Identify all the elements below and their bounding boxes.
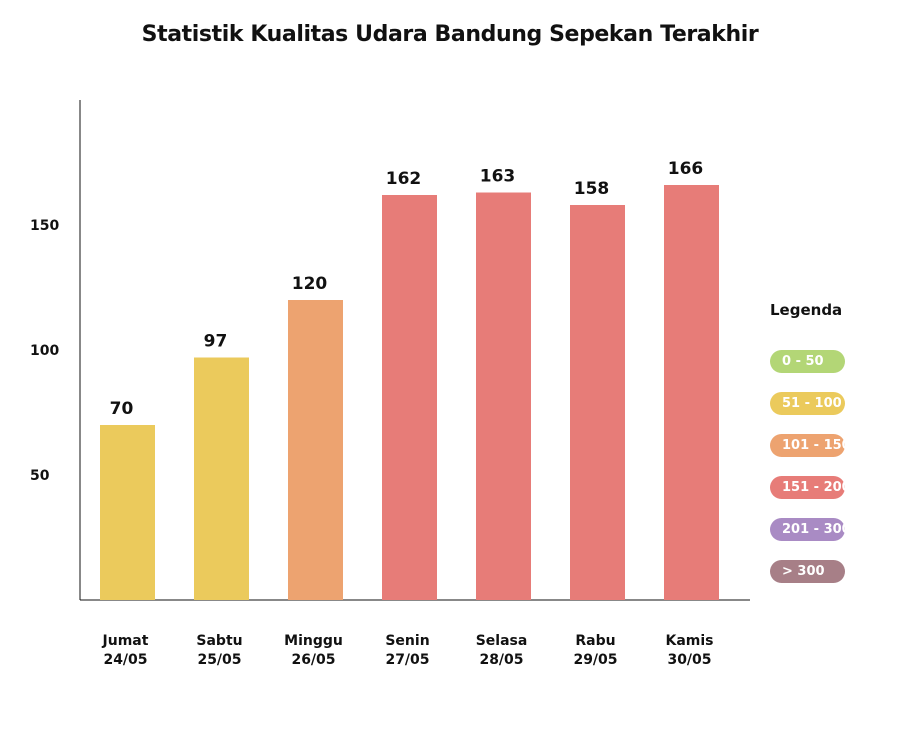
bar — [570, 205, 625, 600]
bar-value-label: 70 — [110, 399, 134, 419]
legend-item: > 300 — [770, 560, 845, 583]
bar — [382, 195, 437, 600]
x-tick-label: Senin 27/05 — [385, 633, 429, 668]
x-tick-label: Kamis 30/05 — [665, 633, 713, 668]
legend-item: 0 - 50 — [770, 350, 845, 373]
bar — [100, 425, 155, 600]
bar — [194, 357, 249, 600]
bar-value-label: 163 — [480, 167, 516, 187]
bar — [288, 300, 343, 600]
bar-value-label: 158 — [574, 179, 610, 199]
y-tick-label: 50 — [30, 468, 50, 484]
bar-value-label: 120 — [292, 274, 328, 294]
y-tick-label: 150 — [30, 218, 59, 234]
chart-title: Statistik Kualitas Udara Bandung Sepekan… — [141, 22, 759, 47]
x-tick-label: Selasa 28/05 — [476, 633, 528, 668]
bar-value-label: 97 — [204, 332, 228, 352]
bar — [664, 185, 719, 600]
bar — [476, 192, 531, 600]
x-tick-label: Minggu 26/05 — [284, 633, 343, 668]
x-tick-label: Rabu 29/05 — [573, 633, 617, 668]
legend-item: 151 - 200 — [770, 476, 851, 499]
bar-value-label: 162 — [386, 169, 422, 189]
legend-item: 101 - 150 — [770, 434, 851, 457]
legend-item: 51 - 100 — [770, 392, 845, 415]
y-tick-label: 100 — [30, 343, 59, 359]
x-tick-label: Jumat 24/05 — [102, 633, 149, 668]
legend-item: 201 - 300 — [770, 518, 851, 541]
legend-title: Legenda — [770, 301, 843, 319]
x-tick-label: Sabtu 25/05 — [196, 633, 242, 668]
bar-value-label: 166 — [668, 159, 704, 179]
